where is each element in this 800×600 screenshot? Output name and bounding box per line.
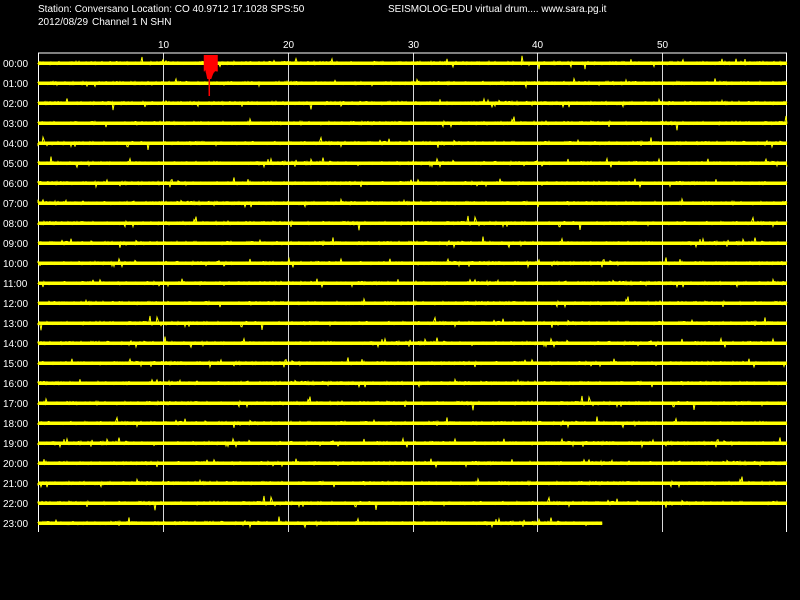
hour-label-1300: 13:00 <box>3 319 28 330</box>
hour-label-2200: 22:00 <box>3 499 28 510</box>
trace-0600 <box>37 177 788 189</box>
hour-label-0600: 06:00 <box>3 179 28 190</box>
hour-label-0400: 04:00 <box>3 139 28 150</box>
event-burst-lines <box>203 55 218 77</box>
hour-label-0900: 09:00 <box>3 239 28 250</box>
trace-1400 <box>37 336 788 349</box>
trace-2200 <box>37 495 788 511</box>
trace-2300 <box>37 516 603 529</box>
channel-text: Channel 1 N SHN <box>92 17 172 28</box>
trace-2000 <box>37 458 788 469</box>
grid-lines <box>38 52 787 532</box>
hour-label-1400: 14:00 <box>3 339 28 350</box>
hour-label-0300: 03:00 <box>3 119 28 130</box>
trace-0300 <box>37 115 788 131</box>
hour-label-1600: 16:00 <box>3 379 28 390</box>
x-tick-label-20: 20 <box>283 40 295 51</box>
hour-label-0800: 08:00 <box>3 219 28 230</box>
hour-label-2100: 21:00 <box>3 479 28 490</box>
trace-band-0000 <box>38 61 787 65</box>
trace-1200 <box>37 296 788 309</box>
x-tick-label-10: 10 <box>158 40 170 51</box>
hour-label-0000: 00:00 <box>3 59 28 70</box>
trace-1900 <box>37 436 788 449</box>
trace-0000 <box>37 55 788 70</box>
hour-label-1800: 18:00 <box>3 419 28 430</box>
trace-0700 <box>37 197 788 209</box>
x-axis-ticks: 10 20 30 40 50 <box>158 40 669 51</box>
hour-label-1700: 17:00 <box>3 399 28 410</box>
hour-label-1500: 15:00 <box>3 359 28 370</box>
hour-label-2300: 23:00 <box>3 519 28 530</box>
hour-label-1000: 10:00 <box>3 259 28 270</box>
drum-title-text: SEISMOLOG-EDU virtual drum.... www.sara.… <box>388 4 607 15</box>
station-info-text: Station: Conversano Location: CO 40.9712… <box>38 4 305 15</box>
trace-0400 <box>37 135 788 150</box>
date-text: 2012/08/29 <box>38 17 89 28</box>
hour-labels: 00:00 01:00 02:00 03:00 04:00 05:00 06:00 07:00… <box>3 59 28 530</box>
trace-1800 <box>37 415 788 429</box>
trace-rows <box>37 55 788 529</box>
trace-0800 <box>37 215 788 231</box>
x-tick-label-50: 50 <box>657 40 669 51</box>
trace-band-1700 <box>38 401 787 405</box>
trace-0200 <box>37 97 788 111</box>
x-tick-label-30: 30 <box>408 40 420 51</box>
trace-0100 <box>37 76 788 89</box>
hour-label-1200: 12:00 <box>3 299 28 310</box>
trace-1300 <box>37 315 788 331</box>
trace-0900 <box>37 236 788 249</box>
hour-label-0100: 01:00 <box>3 79 28 90</box>
trace-band-0600 <box>38 181 787 185</box>
hour-label-0200: 02:00 <box>3 99 28 110</box>
trace-1700 <box>37 395 788 411</box>
hour-label-0500: 05:00 <box>3 159 28 170</box>
hour-label-1900: 19:00 <box>3 439 28 450</box>
hour-label-0700: 07:00 <box>3 199 28 210</box>
hour-label-1100: 11:00 <box>3 279 28 290</box>
trace-2100 <box>37 476 788 489</box>
trace-1100 <box>37 277 788 289</box>
trace-1000 <box>37 256 788 269</box>
trace-1600 <box>37 377 788 389</box>
trace-band-0200 <box>38 101 787 105</box>
seismic-event-marks <box>203 55 218 96</box>
trace-band-0400 <box>38 141 787 145</box>
hour-label-2000: 20:00 <box>3 459 28 470</box>
trace-1500 <box>37 357 788 369</box>
x-tick-label-40: 40 <box>532 40 544 51</box>
trace-0500 <box>37 156 788 169</box>
